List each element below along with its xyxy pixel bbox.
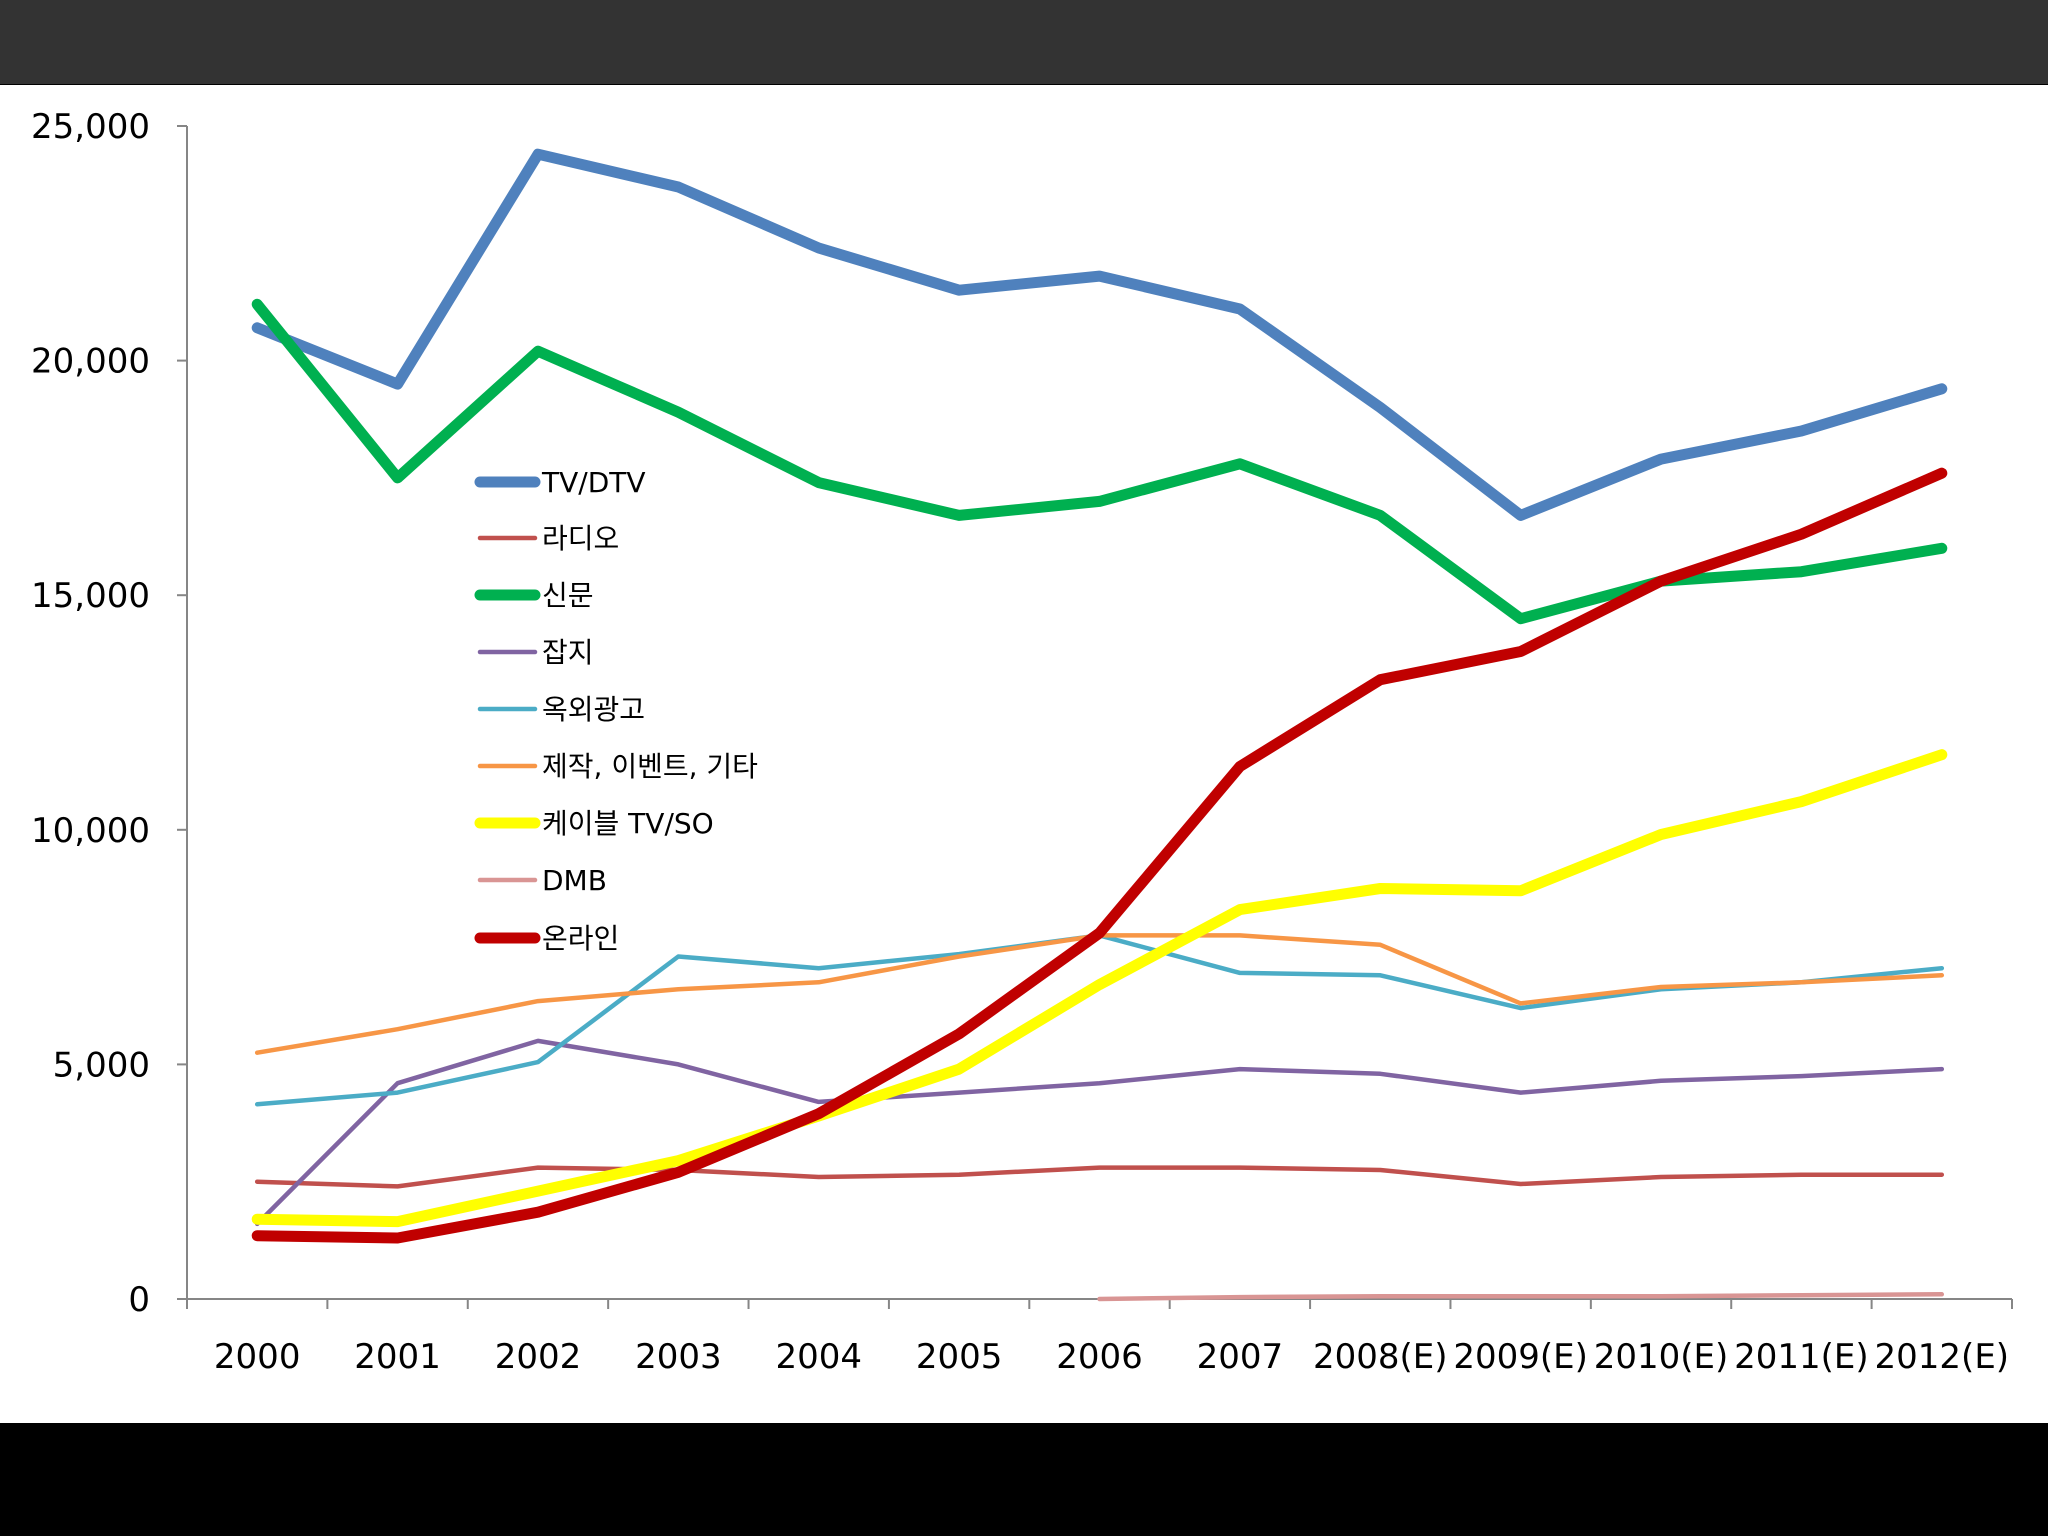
x-tick-label: 2010(E) <box>1594 1337 1729 1377</box>
bottom-bar <box>0 1423 2048 1536</box>
legend-label: 라디오 <box>542 522 619 555</box>
y-tick-label: 5,000 <box>53 1045 150 1085</box>
x-tick-label: 2006 <box>1056 1337 1143 1377</box>
chart-panel: 0 5,000 10,000 15,000 20,000 25,000 2000 2001 20… <box>0 85 2048 1423</box>
axes: 0 5,000 10,000 15,000 20,000 25,000 2000 2001 20… <box>31 107 2013 1377</box>
x-tick-label: 2007 <box>1197 1337 1284 1377</box>
x-tick-label: 2012(E) <box>1875 1337 2010 1377</box>
legend-label: 신문 <box>542 579 594 612</box>
x-tick-label: 2008(E) <box>1313 1337 1448 1377</box>
series-line-7 <box>1097 1292 1945 1302</box>
x-tick-label: 2001 <box>354 1337 441 1377</box>
x-tick-label: 2005 <box>916 1337 1003 1377</box>
x-tick-label: 2004 <box>775 1337 862 1377</box>
legend-label: TV/DTV <box>541 466 646 499</box>
x-tick-label: 2011(E) <box>1734 1337 1869 1377</box>
legend-label: 제작, 이벤트, 기타 <box>542 750 758 783</box>
legend-label: 잡지 <box>542 636 594 669</box>
series-line-1 <box>254 1165 1945 1189</box>
y-tick-label: 10,000 <box>31 811 150 851</box>
series-line-5 <box>254 933 1945 1055</box>
legend-label: 옥외광고 <box>542 693 645 726</box>
y-tick-label: 20,000 <box>31 342 150 382</box>
x-tick-label: 2009(E) <box>1453 1337 1588 1377</box>
series-lines <box>251 148 1948 1302</box>
y-tick-label: 25,000 <box>31 107 150 147</box>
line-chart: 0 5,000 10,000 15,000 20,000 25,000 2000 2001 20… <box>31 107 2013 1377</box>
y-tick-label: 15,000 <box>31 576 150 616</box>
legend-label: DMB <box>542 864 607 897</box>
series-line-8 <box>251 467 1948 1244</box>
series-line-3 <box>254 1038 1945 1227</box>
series-line-6 <box>251 749 1948 1228</box>
legend-label: 케이블 TV/SO <box>542 807 714 840</box>
x-tick-label: 2000 <box>214 1337 301 1377</box>
series-line-0 <box>251 148 1948 521</box>
x-tick-label: 2003 <box>635 1337 722 1377</box>
legend-label: 온라인 <box>542 922 619 955</box>
top-bar <box>0 0 2048 84</box>
y-tick-label: 0 <box>128 1280 150 1320</box>
x-tick-label: 2002 <box>495 1337 582 1377</box>
